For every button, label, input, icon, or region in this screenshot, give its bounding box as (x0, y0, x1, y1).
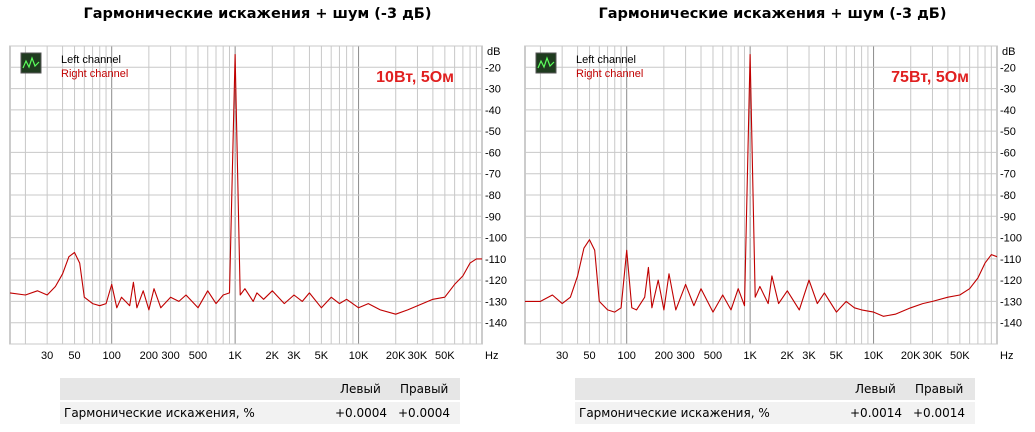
annotation-label: 75Вт, 5Ом (891, 69, 969, 86)
x-tick-label: 20K (901, 350, 921, 360)
chart-title: Гармонические искажения + шум (-3 дБ) (83, 6, 432, 22)
x-tick-label: 500 (189, 350, 207, 360)
y-tick-label: -80 (485, 190, 501, 202)
stats-table-2: Левый Правый Гармонические искажения, % … (575, 378, 975, 424)
chart-title: Гармонические искажения + шум (-3 дБ) (598, 6, 947, 22)
x-unit-label: Hz (1000, 350, 1013, 360)
legend-entry: Right channel (576, 68, 643, 80)
analyzer-icon-bg (535, 52, 557, 74)
x-tick-label: 2K (266, 350, 280, 360)
y-tick-label: -50 (1000, 126, 1016, 138)
x-tick-label: 5K (830, 350, 844, 360)
chart-panel-2: Гармонические искажения + шум (-3 дБ) -2… (515, 0, 1030, 432)
col-right-header: Правый (400, 382, 449, 396)
y-unit-label: dB (487, 46, 500, 58)
stats-table-1: Левый Правый Гармонические искажения, % … (60, 378, 460, 424)
grid (10, 45, 482, 345)
x-tick-label: 3K (802, 350, 816, 360)
y-tick-label: -40 (1000, 105, 1016, 117)
x-tick-label: 10K (864, 350, 884, 360)
thd-plot-1: -20 -30 -40 -50 -60 -70 -80 -90 -100 -110 -120 -130… (9, 45, 507, 360)
x-tick-label: 2K (781, 350, 795, 360)
y-tick-label: -140 (485, 318, 507, 330)
stats-header: Левый Правый (60, 378, 460, 400)
series-line (525, 53, 998, 317)
y-tick-label: -50 (485, 126, 501, 138)
y-tick-label: -40 (485, 105, 501, 117)
x-tick-label: 200 (655, 350, 673, 360)
x-tick-label: 30 (556, 350, 568, 360)
y-tick-label: -130 (485, 296, 507, 308)
y-tick-label: -110 (485, 254, 506, 266)
x-tick-label: 50 (583, 350, 595, 360)
x-tick-label: 50K (435, 350, 455, 360)
grid (525, 45, 997, 345)
right-value: +0.0004 (398, 406, 451, 420)
left-value: +0.0004 (335, 406, 388, 420)
x-tick-label: 30K (923, 350, 943, 360)
analyzer-icon (535, 52, 557, 74)
x-tick-label: 100 (618, 350, 636, 360)
y-tick-label: -20 (485, 62, 501, 74)
x-tick-label: 50 (68, 350, 80, 360)
y-tick-label: -100 (485, 233, 507, 245)
x-tick-label: 30 (41, 350, 53, 360)
x-tick-label: 20K (386, 350, 406, 360)
analyzer-icon-bg (20, 52, 42, 74)
stats-row-label: Гармонические искажения, % (579, 406, 770, 420)
x-unit-label: Hz (485, 350, 498, 360)
x-tick-label: 500 (704, 350, 722, 360)
x-tick-label: 300 (161, 350, 179, 360)
chart-panel-1: Гармонические искажения + шум (-3 дБ) -2… (0, 0, 515, 432)
legend-entry: Right channel (61, 68, 128, 80)
y-tick-label: -130 (1000, 296, 1022, 308)
y-tick-label: -90 (1000, 211, 1016, 223)
analyzer-icon (20, 52, 42, 74)
annotation-label: 10Вт, 5Ом (376, 69, 454, 86)
y-tick-label: -20 (1000, 62, 1016, 74)
x-tick-label: 100 (103, 350, 121, 360)
legend-entry: Left channel (61, 54, 121, 66)
y-tick-label: -60 (1000, 147, 1016, 159)
x-tick-label: 1K (228, 350, 242, 360)
col-left-header: Левый (855, 382, 896, 396)
left-value: +0.0014 (850, 406, 903, 420)
y-tick-label: -60 (485, 147, 501, 159)
analyzer-icon-trace (22, 56, 40, 69)
stats-row: Гармонические искажения, % +0.0014 +0.00… (575, 402, 975, 424)
col-left-header: Левый (340, 382, 381, 396)
x-tick-label: 200 (140, 350, 158, 360)
x-tick-label: 30K (408, 350, 428, 360)
y-tick-label: -30 (1000, 84, 1016, 96)
y-tick-label: -70 (1000, 169, 1016, 181)
col-right-header: Правый (915, 382, 964, 396)
y-tick-label: -80 (1000, 190, 1016, 202)
x-tick-label: 300 (676, 350, 694, 360)
y-tick-label: -70 (485, 169, 501, 181)
thd-plot-2: -20 -30 -40 -50 -60 -70 -80 -90 -100 -110 -120 -130… (524, 45, 1022, 360)
y-tick-label: -140 (1000, 318, 1022, 330)
x-tick-label: 1K (743, 350, 757, 360)
analyzer-icon-trace (537, 56, 555, 69)
y-tick-label: -30 (485, 84, 501, 96)
series-line (9, 53, 482, 315)
right-value: +0.0014 (913, 406, 966, 420)
y-tick-label: -110 (1000, 254, 1021, 266)
stats-row: Гармонические искажения, % +0.0004 +0.00… (60, 402, 460, 424)
y-tick-label: -120 (1000, 275, 1022, 287)
stats-header: Левый Правый (575, 378, 975, 400)
x-tick-label: 50K (950, 350, 970, 360)
x-tick-label: 3K (287, 350, 301, 360)
x-tick-label: 5K (315, 350, 329, 360)
stats-row-label: Гармонические искажения, % (64, 406, 255, 420)
y-tick-label: -120 (485, 275, 507, 287)
y-tick-label: -100 (1000, 233, 1022, 245)
y-tick-label: -90 (485, 211, 501, 223)
x-tick-label: 10K (349, 350, 369, 360)
y-unit-label: dB (1002, 46, 1015, 58)
legend-entry: Left channel (576, 54, 636, 66)
